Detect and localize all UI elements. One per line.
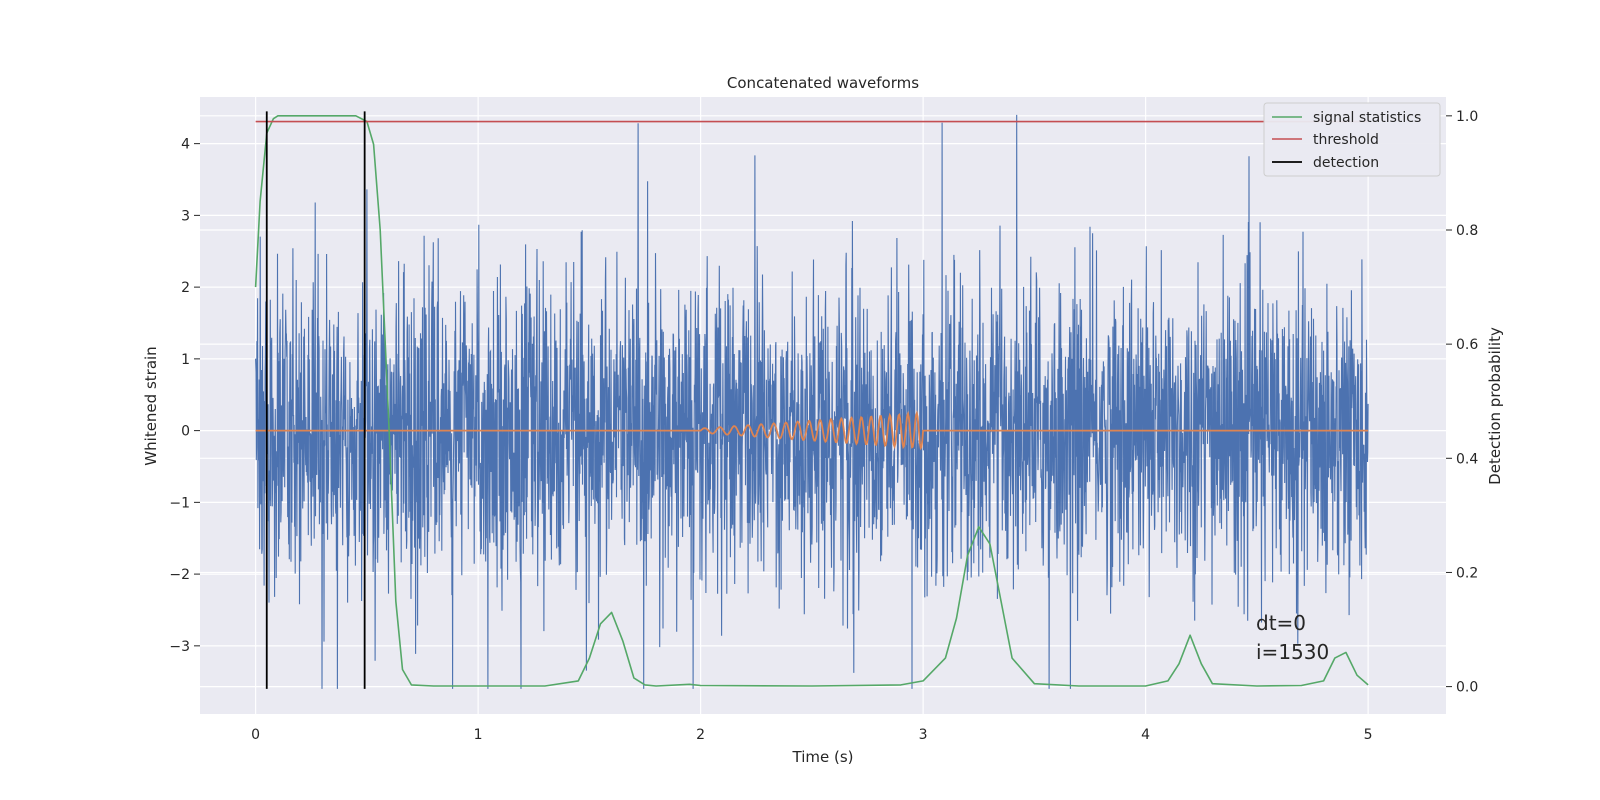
y-axis-label: Whitened strain (142, 346, 160, 465)
strain-line (255, 114, 1369, 689)
y-tick-label: 2 (181, 280, 190, 296)
legend-label-threshold: threshold (1313, 132, 1379, 148)
chart-title: Concatenated waveforms (727, 74, 919, 92)
x-tick-label: 0 (251, 727, 260, 743)
annotation-dt: dt=0 (1256, 611, 1306, 635)
ticks: 0 1 2 3 4 5 −3 −2 −1 0 1 2 3 4 0.0 0.2 0.4 0.6 0.8 1.0 (169, 109, 1478, 743)
y-right-tick-label: 0.2 (1456, 565, 1478, 581)
x-tick-label: 3 (919, 727, 928, 743)
signal-statistics-line (254, 115, 1369, 687)
x-axis-label: Time (s) (792, 748, 854, 766)
y-tick-label: 3 (181, 208, 190, 224)
y-tick-label: −1 (169, 495, 190, 511)
x-tick-label: 2 (696, 727, 705, 743)
x-tick-label: 4 (1141, 727, 1150, 743)
legend-label-signal-statistics: signal statistics (1313, 110, 1421, 126)
annotation-i: i=1530 (1256, 640, 1329, 664)
detection-series (265, 111, 366, 689)
legend-box (1263, 102, 1441, 177)
x-tick-label: 1 (474, 727, 483, 743)
legend: signal statistics threshold detection (1263, 102, 1441, 177)
y-right-tick-label: 1.0 (1456, 109, 1478, 125)
y-right-tick-label: 0.4 (1456, 451, 1478, 467)
signal-statistics-series (254, 115, 1369, 687)
y-tick-label: 4 (181, 137, 190, 153)
y-tick-label: −2 (169, 567, 190, 583)
template-series (255, 410, 1369, 451)
y-right-tick-label: 0.8 (1456, 223, 1478, 239)
y-tick-label: −3 (169, 639, 190, 655)
y-right-axis-label: Detection probability (1486, 327, 1504, 485)
strain-series (255, 114, 1369, 689)
y-tick-label: 1 (181, 352, 190, 368)
legend-label-detection: detection (1313, 155, 1379, 171)
x-tick-label: 5 (1364, 727, 1373, 743)
y-right-tick-label: 0.6 (1456, 337, 1478, 353)
y-tick-label: 0 (181, 424, 190, 440)
template-line (255, 410, 1369, 451)
y-right-tick-label: 0.0 (1456, 680, 1478, 696)
